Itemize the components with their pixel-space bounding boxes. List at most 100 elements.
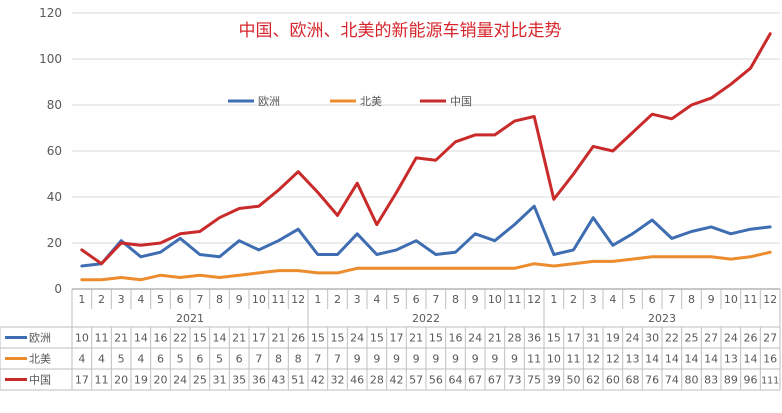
- table-cell-value: 67: [468, 374, 482, 387]
- table-cell-value: 24: [626, 332, 640, 345]
- table-cell-value: 30: [645, 332, 659, 345]
- table-cell-value: 5: [118, 353, 125, 366]
- table-cell-value: 15: [193, 332, 207, 345]
- month-tick-label: 12: [291, 293, 305, 306]
- table-cell-value: 111: [761, 376, 779, 387]
- table-cell-value: 10: [75, 332, 89, 345]
- table-cell-value: 13: [724, 353, 738, 366]
- table-cell-value: 9: [491, 353, 498, 366]
- month-tick-label: 5: [157, 293, 164, 306]
- table-cell-value: 26: [291, 332, 305, 345]
- y-tick-label: 20: [47, 236, 62, 250]
- month-tick-label: 5: [629, 293, 636, 306]
- table-cell-value: 7: [255, 353, 262, 366]
- table-cell-value: 9: [354, 353, 361, 366]
- table-cell-value: 75: [527, 374, 541, 387]
- year-label: 2023: [648, 312, 676, 325]
- table-cell-value: 35: [232, 374, 246, 387]
- month-tick-label: 2: [570, 293, 577, 306]
- legend-label: 欧洲: [258, 95, 280, 108]
- table-cell-value: 14: [744, 353, 758, 366]
- y-tick-label: 120: [39, 6, 62, 20]
- month-tick-label: 9: [236, 293, 243, 306]
- table-cell-value: 9: [393, 353, 400, 366]
- y-tick-label: 80: [47, 98, 62, 112]
- table-row-label: 北美: [29, 353, 51, 366]
- table-cell-value: 20: [154, 374, 168, 387]
- table-cell-value: 15: [331, 332, 345, 345]
- month-tick-label: 10: [252, 293, 266, 306]
- table-cell-value: 21: [409, 332, 423, 345]
- month-tick-label: 1: [78, 293, 85, 306]
- table-cell-value: 32: [331, 374, 345, 387]
- table-cell-value: 16: [154, 332, 168, 345]
- table-cell-value: 16: [449, 332, 463, 345]
- table-cell-value: 17: [567, 332, 581, 345]
- table-cell-value: 6: [157, 353, 164, 366]
- table-cell-value: 11: [95, 332, 109, 345]
- table-cell-value: 4: [98, 353, 105, 366]
- month-tick-label: 9: [472, 293, 479, 306]
- month-tick-label: 11: [508, 293, 522, 306]
- table-cell-value: 9: [432, 353, 439, 366]
- month-tick-label: 2: [334, 293, 341, 306]
- series-line-0: [80, 204, 772, 268]
- month-tick-label: 8: [688, 293, 695, 306]
- table-cell-value: 9: [373, 353, 380, 366]
- table-cell-value: 10: [547, 353, 561, 366]
- y-tick-label: 0: [54, 282, 62, 296]
- table-cell-value: 42: [311, 374, 325, 387]
- table-cell-value: 24: [173, 374, 187, 387]
- table-cell-value: 6: [196, 353, 203, 366]
- table-cell-value: 74: [665, 374, 679, 387]
- month-tick-label: 8: [452, 293, 459, 306]
- table-cell-value: 11: [567, 353, 581, 366]
- table-cell-value: 4: [137, 353, 144, 366]
- y-axis-ticks: 0 20 40 60 80 100 120: [39, 6, 62, 296]
- month-tick-label: 3: [590, 293, 597, 306]
- series-line-2: [80, 32, 772, 266]
- table-cell-value: 64: [449, 374, 463, 387]
- table-cell-value: 80: [685, 374, 699, 387]
- legend-label: 中国: [450, 95, 472, 108]
- table-cell-value: 26: [744, 332, 758, 345]
- table-cell-value: 31: [213, 374, 227, 387]
- grid: [72, 12, 780, 290]
- table-cell-value: 36: [252, 374, 266, 387]
- table-cell-value: 25: [685, 332, 699, 345]
- table-cell-value: 15: [370, 332, 384, 345]
- table-cell-value: 14: [685, 353, 699, 366]
- y-tick-label: 100: [39, 52, 62, 66]
- table-cell-value: 9: [413, 353, 420, 366]
- y-tick-label: 40: [47, 190, 62, 204]
- table-cell-value: 27: [704, 332, 718, 345]
- table-cell-value: 7: [334, 353, 341, 366]
- month-tick-label: 12: [527, 293, 541, 306]
- table-cell-value: 13: [626, 353, 640, 366]
- table-cell-value: 19: [606, 332, 620, 345]
- table-cell-value: 14: [704, 353, 718, 366]
- table-cell-value: 15: [547, 332, 561, 345]
- table-cell-value: 11: [527, 353, 541, 366]
- table-cell-value: 14: [134, 332, 148, 345]
- table-cell-value: 57: [409, 374, 423, 387]
- month-tick-label: 7: [668, 293, 675, 306]
- table-cell-value: 24: [350, 332, 364, 345]
- table-cell-value: 24: [468, 332, 482, 345]
- table-cell-value: 43: [272, 374, 286, 387]
- table-cell-value: 21: [272, 332, 286, 345]
- month-tick-label: 1: [550, 293, 557, 306]
- month-tick-label: 6: [649, 293, 656, 306]
- table-cell-value: 28: [370, 374, 384, 387]
- table-cell-value: 51: [291, 374, 305, 387]
- legend: 欧洲 北美 中国: [228, 95, 472, 108]
- chart-title: 中国、欧洲、北美的新能源车销量对比走势: [239, 21, 562, 41]
- table-cell-value: 28: [508, 332, 522, 345]
- table-cell-value: 68: [626, 374, 640, 387]
- table-cell-value: 39: [547, 374, 561, 387]
- table-cell-value: 15: [311, 332, 325, 345]
- table-cell-value: 76: [645, 374, 659, 387]
- table-cell-value: 15: [429, 332, 443, 345]
- table-cell-value: 36: [527, 332, 541, 345]
